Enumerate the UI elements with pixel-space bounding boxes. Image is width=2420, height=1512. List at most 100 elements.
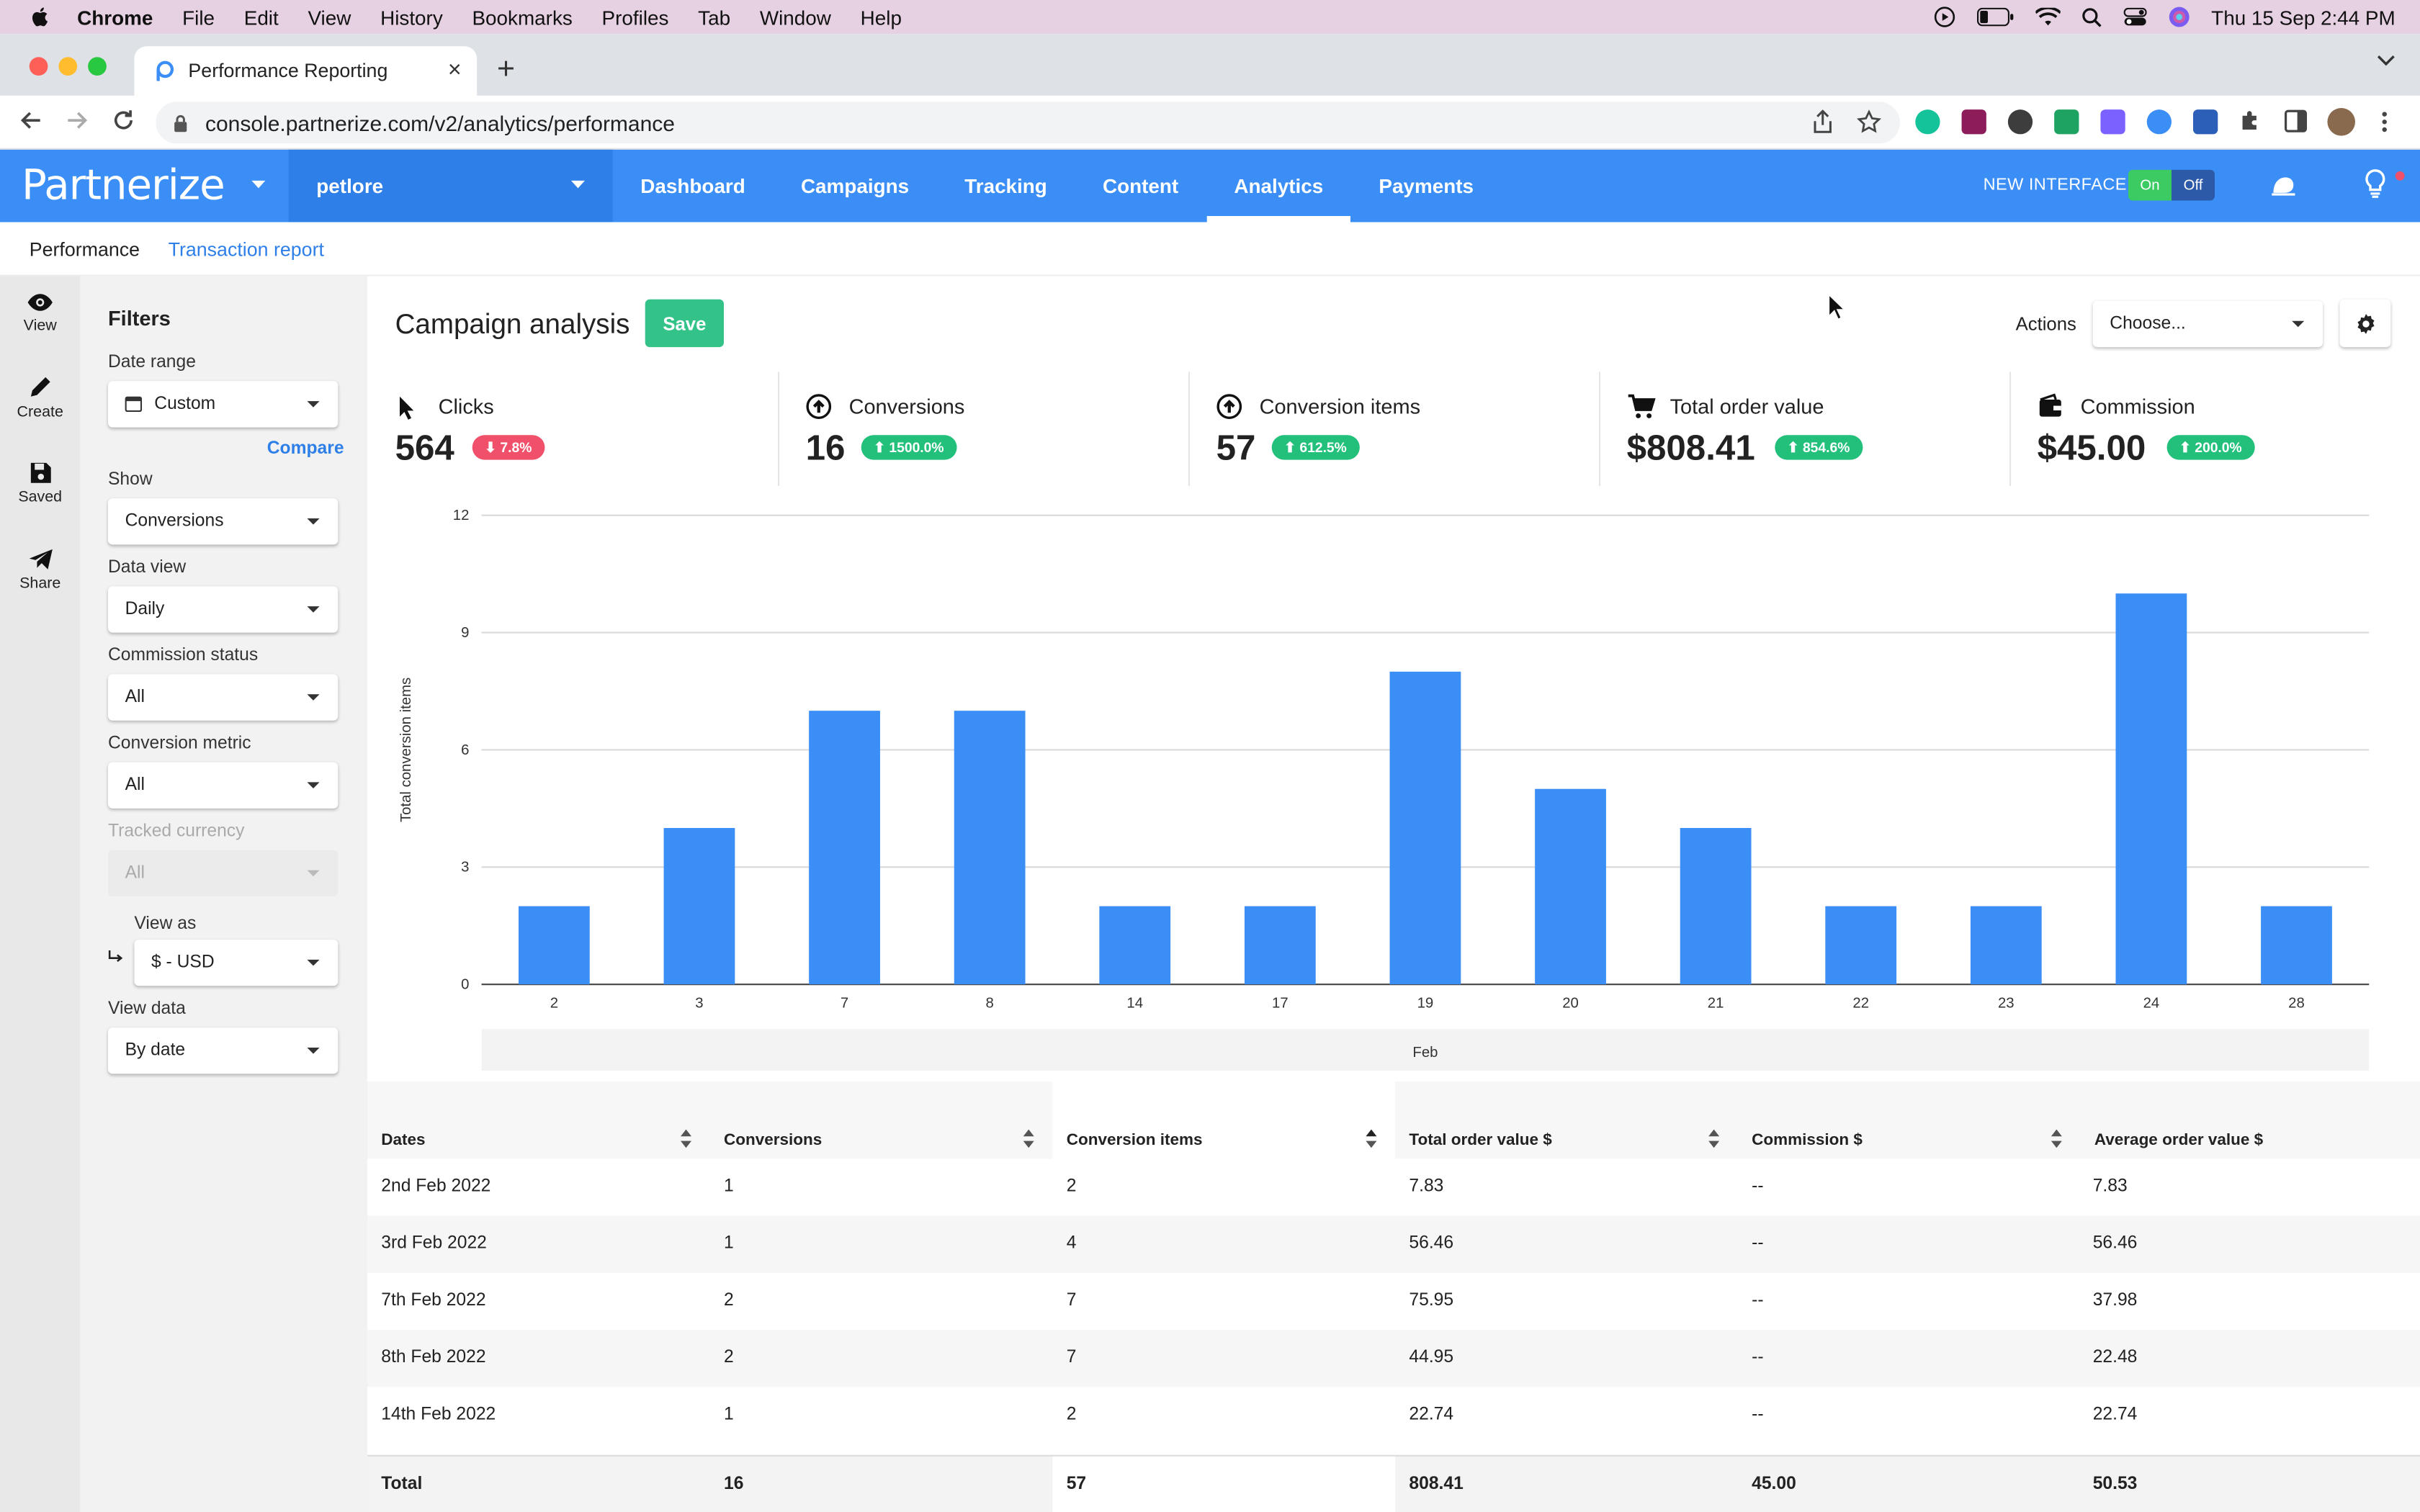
actions-select[interactable]: Choose... xyxy=(2092,300,2323,348)
url-text[interactable]: console.partnerize.com/v2/analytics/perf… xyxy=(205,110,675,135)
menu-chrome[interactable]: Chrome xyxy=(77,5,153,29)
col-total-order-value[interactable]: Total order value $ xyxy=(1395,1081,1738,1158)
app-header: Partnerize petlore Dashboard Campaigns T… xyxy=(0,149,2420,222)
extension-icon-7[interactable] xyxy=(2193,109,2218,135)
extension-icon-2[interactable] xyxy=(1961,109,1986,135)
subnav-transaction-report[interactable]: Transaction report xyxy=(168,239,324,261)
kpi-conversions[interactable]: Conversions 16 ⬆ 1500.0% xyxy=(778,372,1188,486)
menu-help[interactable]: Help xyxy=(860,5,902,29)
col-conversions-label: Conversions xyxy=(723,1130,823,1150)
address-bar[interactable]: console.partnerize.com/v2/analytics/perf… xyxy=(156,102,1900,144)
date-range-select[interactable]: Custom xyxy=(108,381,339,428)
view-data-select[interactable]: By date xyxy=(108,1027,339,1074)
rail-view-label: View xyxy=(23,318,57,335)
commission-status-select[interactable]: All xyxy=(108,674,339,721)
extensions-puzzle-icon[interactable] xyxy=(2238,109,2262,134)
menu-view[interactable]: View xyxy=(308,5,351,29)
menu-window[interactable]: Window xyxy=(759,5,831,29)
browser-tab-active[interactable]: Performance Reporting × xyxy=(134,46,478,96)
play-icon[interactable] xyxy=(1933,6,1955,28)
conversion-metric-select[interactable]: All xyxy=(108,762,339,809)
spotlight-search-icon[interactable] xyxy=(2081,7,2102,27)
new-tab-icon[interactable]: + xyxy=(497,52,516,86)
lightbulb-icon[interactable] xyxy=(2363,168,2388,199)
kpi-total-order-value[interactable]: Total order value $808.41 ⬆ 854.6% xyxy=(1599,372,2009,486)
partnerize-logo[interactable]: Partnerize xyxy=(22,162,225,210)
tab-close-icon[interactable]: × xyxy=(447,57,462,84)
menu-file[interactable]: File xyxy=(182,5,215,29)
table-row[interactable]: 7th Feb 2022 2 7 75.95 -- 37.98 xyxy=(367,1273,2420,1330)
view-as-caret-icon xyxy=(307,959,320,966)
battery-icon[interactable] xyxy=(1976,7,2013,27)
col-dates[interactable]: Dates xyxy=(367,1081,710,1158)
forward-icon[interactable] xyxy=(65,108,89,132)
account-selector[interactable]: petlore xyxy=(288,149,613,222)
rail-view[interactable]: View xyxy=(0,292,80,335)
extension-icon-3[interactable] xyxy=(2007,109,2033,135)
toggle-off[interactable]: Off xyxy=(2172,169,2215,201)
nav-content[interactable]: Content xyxy=(1102,174,1179,198)
notification-dot xyxy=(2395,171,2405,181)
subnav-performance[interactable]: Performance xyxy=(29,239,140,261)
extension-icon-5[interactable] xyxy=(2100,109,2125,135)
settings-button[interactable] xyxy=(2339,299,2391,348)
bookmark-star-icon[interactable] xyxy=(1856,109,1882,134)
menu-edit[interactable]: Edit xyxy=(243,5,279,29)
notifications-icon[interactable] xyxy=(2269,171,2300,199)
col-commission[interactable]: Commission $ xyxy=(1738,1081,2081,1158)
nav-analytics[interactable]: Analytics xyxy=(1206,150,1351,222)
col-conversions[interactable]: Conversions xyxy=(710,1081,1053,1158)
table-row[interactable]: 3rd Feb 2022 1 4 56.46 -- 56.46 xyxy=(367,1215,2420,1273)
menu-tab[interactable]: Tab xyxy=(698,5,731,29)
side-panel-icon[interactable] xyxy=(2284,109,2308,132)
share-icon[interactable] xyxy=(1812,109,1834,134)
menu-profiles[interactable]: Profiles xyxy=(601,5,669,29)
tracked-currency-select: All xyxy=(108,850,339,896)
menu-history[interactable]: History xyxy=(380,5,443,29)
nav-tracking[interactable]: Tracking xyxy=(964,174,1047,198)
view-as-select[interactable]: $ - USD xyxy=(134,940,339,986)
col-average-order-value[interactable]: Average order value $ xyxy=(2081,1081,2420,1158)
menubar-clock[interactable]: Thu 15 Sep 2:44 PM xyxy=(2211,5,2396,29)
table-row[interactable]: 2nd Feb 2022 1 2 7.83 -- 7.83 xyxy=(367,1158,2420,1215)
kpi-clicks[interactable]: Clicks 564 ⬇ 7.8% xyxy=(367,372,778,486)
extension-icon-6[interactable] xyxy=(2146,109,2172,135)
wifi-icon[interactable] xyxy=(2035,7,2061,27)
siri-icon[interactable] xyxy=(2168,6,2190,28)
rail-saved[interactable]: Saved xyxy=(0,462,80,506)
window-zoom-button[interactable] xyxy=(88,57,107,76)
grammarly-extension-icon[interactable] xyxy=(1915,109,1940,135)
rail-share[interactable]: Share xyxy=(0,548,80,593)
app-switcher-caret-icon[interactable] xyxy=(251,180,266,190)
new-interface-toggle[interactable]: On Off xyxy=(2128,169,2215,201)
compare-link[interactable]: Compare xyxy=(266,439,344,459)
table-row[interactable]: 14th Feb 2022 1 2 22.74 -- 22.74 xyxy=(367,1387,2420,1444)
reload-icon[interactable] xyxy=(111,108,135,132)
back-icon[interactable] xyxy=(19,108,43,132)
show-select[interactable]: Conversions xyxy=(108,498,339,545)
window-minimize-button[interactable] xyxy=(58,57,78,76)
tab-search-chevron-icon[interactable] xyxy=(2377,54,2396,66)
y-axis-label: Total conversion items xyxy=(398,678,414,822)
extension-icon-4[interactable] xyxy=(2054,109,2079,135)
apple-icon[interactable] xyxy=(28,4,53,29)
control-center-icon[interactable] xyxy=(2123,7,2147,27)
cell-conversions: 2 xyxy=(723,1348,734,1367)
nav-payments[interactable]: Payments xyxy=(1379,174,1474,198)
menu-bookmarks[interactable]: Bookmarks xyxy=(472,5,573,29)
data-view-select[interactable]: Daily xyxy=(108,586,339,633)
profile-avatar[interactable] xyxy=(2327,108,2355,136)
nav-dashboard[interactable]: Dashboard xyxy=(640,174,745,198)
toggle-on[interactable]: On xyxy=(2128,169,2172,201)
kpi-conversion-items[interactable]: Conversion items 57 ⬆ 612.5% xyxy=(1188,372,1599,486)
chrome-menu-icon[interactable] xyxy=(2381,111,2388,132)
rail-create[interactable]: Create xyxy=(0,375,80,421)
kpi-commission[interactable]: Commission $45.00 ⬆ 200.0% xyxy=(2009,372,2420,486)
nav-campaigns[interactable]: Campaigns xyxy=(800,174,910,198)
x-tick-label: 21 xyxy=(1708,995,1724,1011)
lock-icon[interactable] xyxy=(173,114,188,132)
table-row[interactable]: 8th Feb 2022 2 7 44.95 -- 22.48 xyxy=(367,1330,2420,1387)
col-conversion-items[interactable]: Conversion items xyxy=(1052,1081,1396,1159)
window-close-button[interactable] xyxy=(29,57,48,76)
save-button[interactable]: Save xyxy=(645,299,724,348)
